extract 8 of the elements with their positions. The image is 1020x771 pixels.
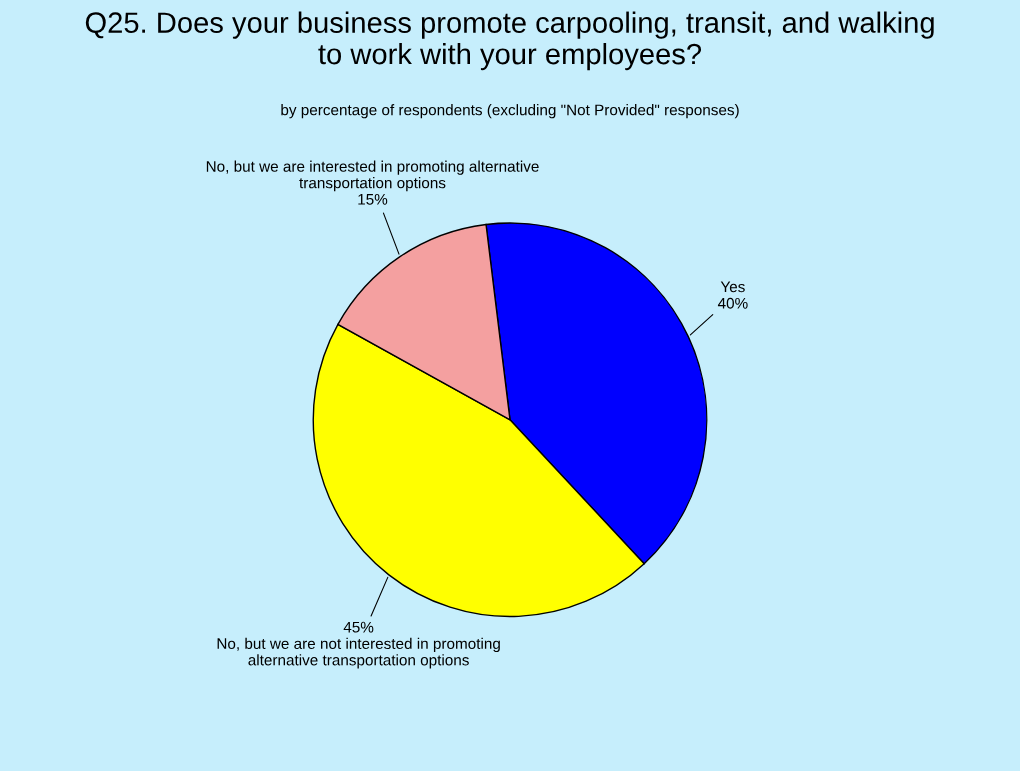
chart-subtitle: by percentage of respondents (excluding "Not Provided" responses): [281, 104, 739, 119]
slice-label: No, but we are not interested in promoting alternative transportation options: [217, 637, 500, 669]
slice-label: Yes: [720, 281, 745, 293]
data-label: 45%: [343, 621, 374, 633]
slice-label: No, but we are interested in promoting alternative transportation options: [206, 160, 539, 192]
data-label: 15%: [358, 193, 388, 205]
data-label: 40%: [717, 297, 748, 309]
chart-title: Q25. Does your business promote carpooling, transit, and walking to work with your employees?: [85, 11, 934, 71]
